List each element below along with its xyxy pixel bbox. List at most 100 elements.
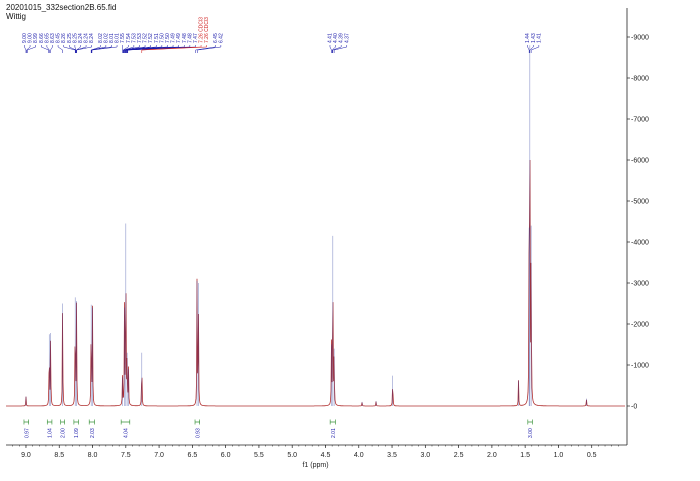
x-tick-label: 7.5 [121, 452, 131, 459]
peak-label-leader [529, 45, 534, 53]
peak-label: 8.65 [44, 33, 50, 43]
y-tick-label: -0 [631, 404, 637, 411]
peak-label: 7.26 CDCl3 [199, 17, 205, 43]
peak-label-leader [141, 45, 207, 53]
peak-label: 9.00 [22, 33, 28, 43]
peak-label: 7.48 [182, 33, 188, 43]
integral-value: 4.04 [123, 428, 129, 438]
peak-label-leader [122, 45, 129, 53]
peak-label-leader [332, 45, 342, 53]
x-tick-label: 6.0 [221, 452, 231, 459]
x-tick-label: 3.5 [387, 452, 397, 459]
y-tick-label: -9000 [631, 35, 649, 42]
peak-label-leader [123, 45, 140, 53]
integral-value: 1.09 [74, 428, 80, 438]
peak-label-leader [124, 45, 157, 53]
x-tick-label: 6.5 [187, 452, 197, 459]
peak-label: 4.37 [344, 33, 350, 43]
peak-label: 8.01 [115, 33, 121, 43]
peak-label: 7.50 [165, 33, 171, 43]
peak-label: 7.53 [131, 33, 137, 43]
peak-label-leader [331, 45, 336, 53]
peak-label-leader [41, 45, 49, 53]
peak-label: 8.24 [84, 33, 90, 43]
x-axis-label: f1 (ppm) [302, 462, 328, 469]
peak-label-leader [24, 45, 27, 53]
peak-label: 8.63 [50, 33, 56, 43]
peak-label-group: 9.00 9.00 8.99 8.66 8.65 8.63 8.45 8.26 8.25 8.25… [22, 17, 542, 53]
x-tick-label: 5.5 [254, 452, 264, 459]
y-tick-label: -4000 [631, 240, 649, 247]
peak-label: 7.50 [159, 33, 165, 43]
y-tick-label: -2000 [631, 322, 649, 329]
peak-label-leader [76, 45, 92, 53]
x-tick-label: 4.0 [354, 452, 364, 459]
peak-label-leader [197, 45, 222, 53]
peak-label: 1.41 [536, 33, 542, 43]
integral-value: 0.97 [24, 428, 30, 438]
peak-label: 1.43 [531, 33, 537, 43]
x-tick-label: 5.0 [287, 452, 297, 459]
peak-label: 7.49 [176, 33, 182, 43]
peak-label-leader [57, 45, 63, 53]
integral-value: 2.01 [331, 428, 337, 438]
peak-label-leader [91, 45, 118, 53]
y-tick-label: -7000 [631, 117, 649, 124]
peak-label: 1.44 [525, 33, 531, 43]
peak-label-leader [27, 45, 36, 53]
x-tick-label: 2.5 [454, 452, 464, 459]
peak-label: 8.26 [61, 33, 67, 43]
integral-group: 0.97 1.04 2.00 1.09 2.03 4.04 0.93 2.01 3.00 [23, 419, 534, 438]
peak-label-leader [530, 45, 540, 53]
peak-label: 8.99 [33, 33, 39, 43]
peak-label: 7.26 CDCl3 [204, 17, 210, 43]
y-tick-label: -8000 [631, 76, 649, 83]
x-tick-label: 7.0 [154, 452, 164, 459]
integral-value: 3.00 [528, 428, 534, 438]
y-axis: -0 -1000 -2000 -3000 -4000 -5000 -6000 -7000 -80… [627, 35, 649, 411]
x-tick-label: 4.5 [321, 452, 331, 459]
peak-label: 8.25 [67, 33, 73, 43]
integral-value: 0.93 [195, 428, 201, 438]
peak-label: 8.25 [72, 33, 78, 43]
peak-label: 8.24 [78, 33, 84, 43]
peak-label: 6.42 [218, 33, 224, 43]
spectrum-title: 20201015_332section2B.65.fid [6, 3, 117, 12]
x-tick-label: 0.5 [587, 452, 597, 459]
peak-label: 7.47 [193, 33, 199, 43]
x-tick-label: 1.0 [554, 452, 564, 459]
peak-label: 7.53 [137, 33, 143, 43]
x-tick-label: 8.5 [54, 452, 64, 459]
y-tick-label: -5000 [631, 199, 649, 206]
peak-label: 8.02 [98, 33, 104, 43]
peak-label: 7.55 [120, 33, 126, 43]
peak-label-leader [46, 45, 50, 53]
x-tick-label: 9.0 [21, 452, 31, 459]
peak-label-leader [333, 45, 348, 53]
peak-label-leader [26, 45, 31, 53]
peak-label: 4.41 [327, 33, 333, 43]
peak-label-leader [63, 45, 76, 53]
peak-label: 7.52 [148, 33, 154, 43]
spectrum-subtitle: Wittig [6, 12, 26, 21]
peak-label-leader [127, 45, 196, 53]
integral-value: 2.03 [90, 428, 96, 438]
peak-label-leader [124, 45, 151, 53]
peak-label: 4.39 [339, 33, 345, 43]
peak-label: 7.49 [171, 33, 177, 43]
x-tick-label: 1.5 [520, 452, 530, 459]
y-tick-label: -3000 [631, 281, 649, 288]
integral-value: 2.00 [61, 428, 67, 438]
peak-label: 8.01 [109, 33, 115, 43]
peak-label: 8.45 [56, 33, 62, 43]
peak-label: 6.45 [213, 33, 219, 43]
y-tick-label: -6000 [631, 158, 649, 165]
peak-label: 4.40 [333, 33, 339, 43]
peak-label-leader [527, 45, 530, 53]
peak-label-leader [195, 45, 216, 53]
peak-label: 7.48 [187, 33, 193, 43]
x-tick-label: 2.0 [487, 452, 497, 459]
integral-value: 1.04 [48, 428, 54, 438]
peak-label: 8.24 [89, 33, 95, 43]
